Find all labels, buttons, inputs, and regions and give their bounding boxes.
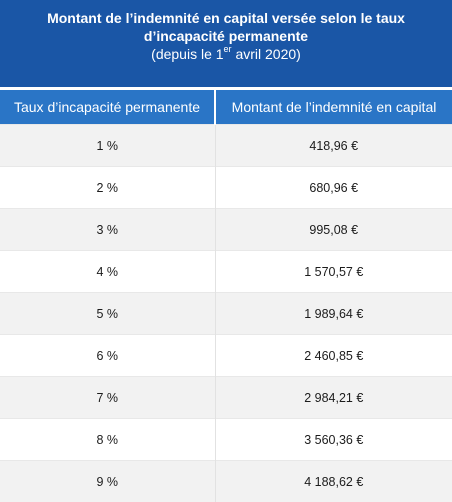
- subtitle-suffix: avril 2020): [232, 46, 301, 62]
- rate-cell: 9 %: [0, 461, 215, 502]
- table-subtitle: (depuis le 1er avril 2020): [0, 45, 452, 63]
- data-table: Taux d’incapacité permanente Montant de …: [0, 90, 452, 502]
- subtitle-prefix: (depuis le 1: [151, 46, 223, 62]
- subtitle-superscript: er: [224, 44, 232, 54]
- table-row: 1 %418,96 €: [0, 125, 452, 167]
- amount-cell: 680,96 €: [215, 167, 452, 209]
- table-row: 4 %1 570,57 €: [0, 251, 452, 293]
- amount-cell: 1 989,64 €: [215, 293, 452, 335]
- table-row: 2 %680,96 €: [0, 167, 452, 209]
- table-caption: Montant de l’indemnité en capital versée…: [0, 0, 452, 87]
- rate-cell: 1 %: [0, 125, 215, 167]
- rate-cell: 4 %: [0, 251, 215, 293]
- table-row: 8 %3 560,36 €: [0, 419, 452, 461]
- table-title: Montant de l’indemnité en capital versée…: [0, 9, 452, 45]
- rate-cell: 6 %: [0, 335, 215, 377]
- rate-cell: 8 %: [0, 419, 215, 461]
- amount-cell: 2 460,85 €: [215, 335, 452, 377]
- amount-cell: 418,96 €: [215, 125, 452, 167]
- rate-cell: 7 %: [0, 377, 215, 419]
- table-row: 6 %2 460,85 €: [0, 335, 452, 377]
- column-header-amount: Montant de l’indemnité en capital: [215, 90, 452, 125]
- amount-cell: 1 570,57 €: [215, 251, 452, 293]
- rate-cell: 5 %: [0, 293, 215, 335]
- amount-cell: 995,08 €: [215, 209, 452, 251]
- table-body: 1 %418,96 €2 %680,96 €3 %995,08 €4 %1 57…: [0, 125, 452, 502]
- table-row: 5 %1 989,64 €: [0, 293, 452, 335]
- amount-cell: 4 188,62 €: [215, 461, 452, 502]
- table-row: 3 %995,08 €: [0, 209, 452, 251]
- amount-cell: 3 560,36 €: [215, 419, 452, 461]
- header-row: Taux d’incapacité permanente Montant de …: [0, 90, 452, 125]
- column-header-rate: Taux d’incapacité permanente: [0, 90, 215, 125]
- table-row: 7 %2 984,21 €: [0, 377, 452, 419]
- rate-cell: 2 %: [0, 167, 215, 209]
- table-row: 9 %4 188,62 €: [0, 461, 452, 502]
- amount-cell: 2 984,21 €: [215, 377, 452, 419]
- rate-cell: 3 %: [0, 209, 215, 251]
